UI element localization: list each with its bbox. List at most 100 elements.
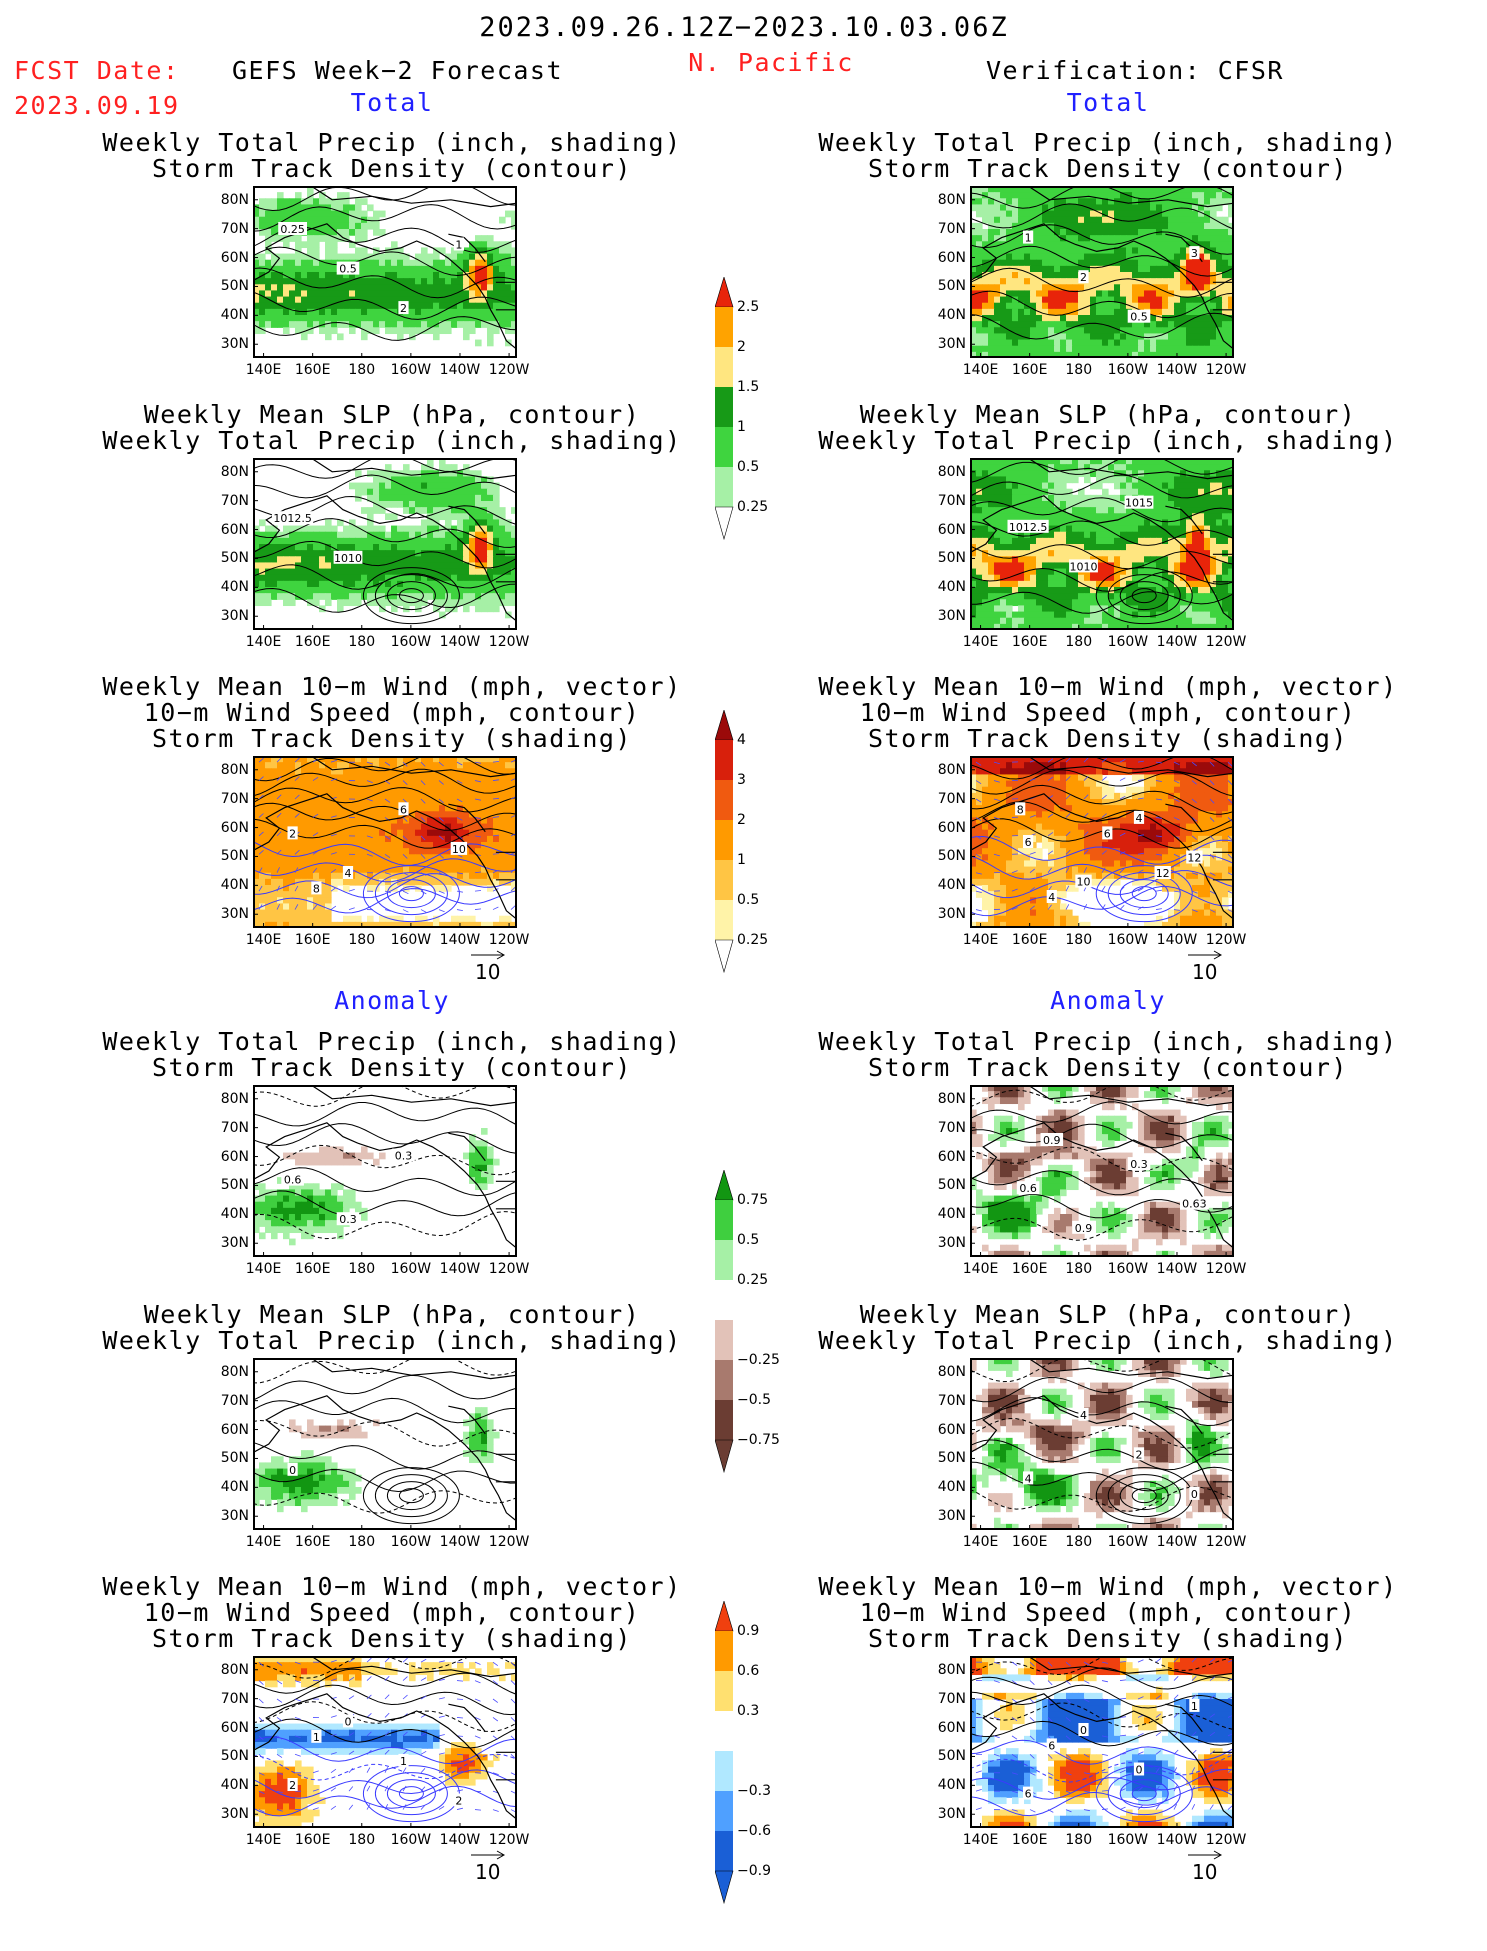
shading-cell	[361, 303, 368, 310]
shading-cell	[355, 211, 362, 218]
shading-cell	[487, 519, 494, 526]
shading-cell	[361, 774, 368, 781]
shading-cell	[982, 254, 989, 261]
shading-cell	[1060, 290, 1067, 297]
shading-cell	[1036, 297, 1043, 304]
shading-cell	[331, 278, 338, 285]
shading-cell	[349, 327, 356, 334]
shading-cell	[982, 340, 989, 347]
shading-cell	[1186, 507, 1193, 514]
shading-cell	[319, 787, 326, 794]
shading-cell	[409, 495, 416, 502]
shading-cell	[1156, 260, 1163, 267]
shading-cell	[457, 532, 464, 539]
contour-label: 1012.5	[1008, 520, 1049, 534]
shading-cell	[457, 562, 464, 569]
shading-cell	[295, 781, 302, 788]
shading-cell	[259, 266, 266, 273]
shading-cell	[481, 781, 488, 788]
shading-cell	[325, 321, 332, 328]
shading-cell	[1078, 327, 1085, 334]
shading-cell	[1186, 501, 1193, 508]
shading-cell	[283, 817, 290, 824]
shading-cell	[1030, 464, 1037, 471]
shading-cell	[1012, 495, 1019, 502]
shading-cell	[1102, 217, 1109, 224]
shading-cell	[994, 303, 1001, 310]
shading-cell	[337, 192, 344, 199]
shading-cell	[427, 278, 434, 285]
shading-cell	[361, 272, 368, 279]
shading-cell	[1210, 327, 1217, 334]
shading-cell	[457, 254, 464, 261]
shading-cell	[1012, 211, 1019, 218]
shading-cell	[379, 774, 386, 781]
shading-cell	[1186, 333, 1193, 340]
shading-cell	[379, 297, 386, 304]
shading-cell	[325, 836, 332, 843]
shading-cell	[265, 768, 272, 775]
shading-cell	[1150, 235, 1157, 242]
shading-cell	[1036, 284, 1043, 291]
shading-cell	[487, 544, 494, 551]
shading-cell	[361, 817, 368, 824]
shading-cell	[1222, 618, 1229, 625]
shading-cell	[1162, 266, 1169, 273]
shading-cell	[427, 550, 434, 557]
shading-cell	[1186, 612, 1193, 619]
shading-cell	[295, 587, 302, 594]
shading-cell	[1030, 562, 1037, 569]
shading-cell	[1120, 309, 1127, 316]
shading-cell	[1102, 581, 1109, 588]
shading-cell	[379, 848, 386, 855]
shading-cell	[1150, 532, 1157, 539]
shading-cell	[1150, 526, 1157, 533]
shading-cell	[1144, 284, 1151, 291]
shading-cell	[1024, 254, 1031, 261]
shading-cell	[463, 550, 470, 557]
shading-cell	[976, 599, 983, 606]
shading-cell	[355, 817, 362, 824]
shading-cell	[1216, 495, 1223, 502]
shading-cell	[1054, 593, 1061, 600]
shading-cell	[976, 198, 983, 205]
shading-cell	[1204, 217, 1211, 224]
shading-cell	[361, 544, 368, 551]
shading-cell	[331, 526, 338, 533]
shading-cell	[385, 842, 392, 849]
shading-cell	[445, 297, 452, 304]
shading-cell	[421, 272, 428, 279]
shading-cell	[1180, 315, 1187, 322]
shading-cell	[1024, 290, 1031, 297]
shading-cell	[343, 217, 350, 224]
shading-cell	[337, 762, 344, 769]
shading-cell	[1048, 575, 1055, 582]
shading-cell	[385, 848, 392, 855]
shading-cell	[487, 793, 494, 800]
shading-cell	[487, 495, 494, 502]
shading-cell	[1078, 217, 1085, 224]
shading-cell	[1000, 581, 1007, 588]
shading-cell	[283, 327, 290, 334]
shading-cell	[499, 526, 506, 533]
shading-cell	[295, 204, 302, 211]
shading-cell	[1150, 489, 1157, 496]
shading-cell	[463, 519, 470, 526]
shading-cell	[349, 599, 356, 606]
shading-cell	[1180, 303, 1187, 310]
shading-cell	[367, 309, 374, 316]
shading-cell	[1138, 550, 1145, 557]
shading-cell	[295, 297, 302, 304]
shading-cell	[1000, 519, 1007, 526]
shading-cell	[451, 266, 458, 273]
shading-cell	[1222, 569, 1229, 576]
shading-cell	[1000, 297, 1007, 304]
shading-cell	[982, 309, 989, 316]
shading-cell	[313, 581, 320, 588]
shading-cell	[379, 266, 386, 273]
shading-cell	[283, 198, 290, 205]
shading-cell	[1222, 346, 1229, 353]
shading-cell	[1048, 532, 1055, 539]
shading-cell	[445, 556, 452, 563]
shading-cell	[265, 315, 272, 322]
